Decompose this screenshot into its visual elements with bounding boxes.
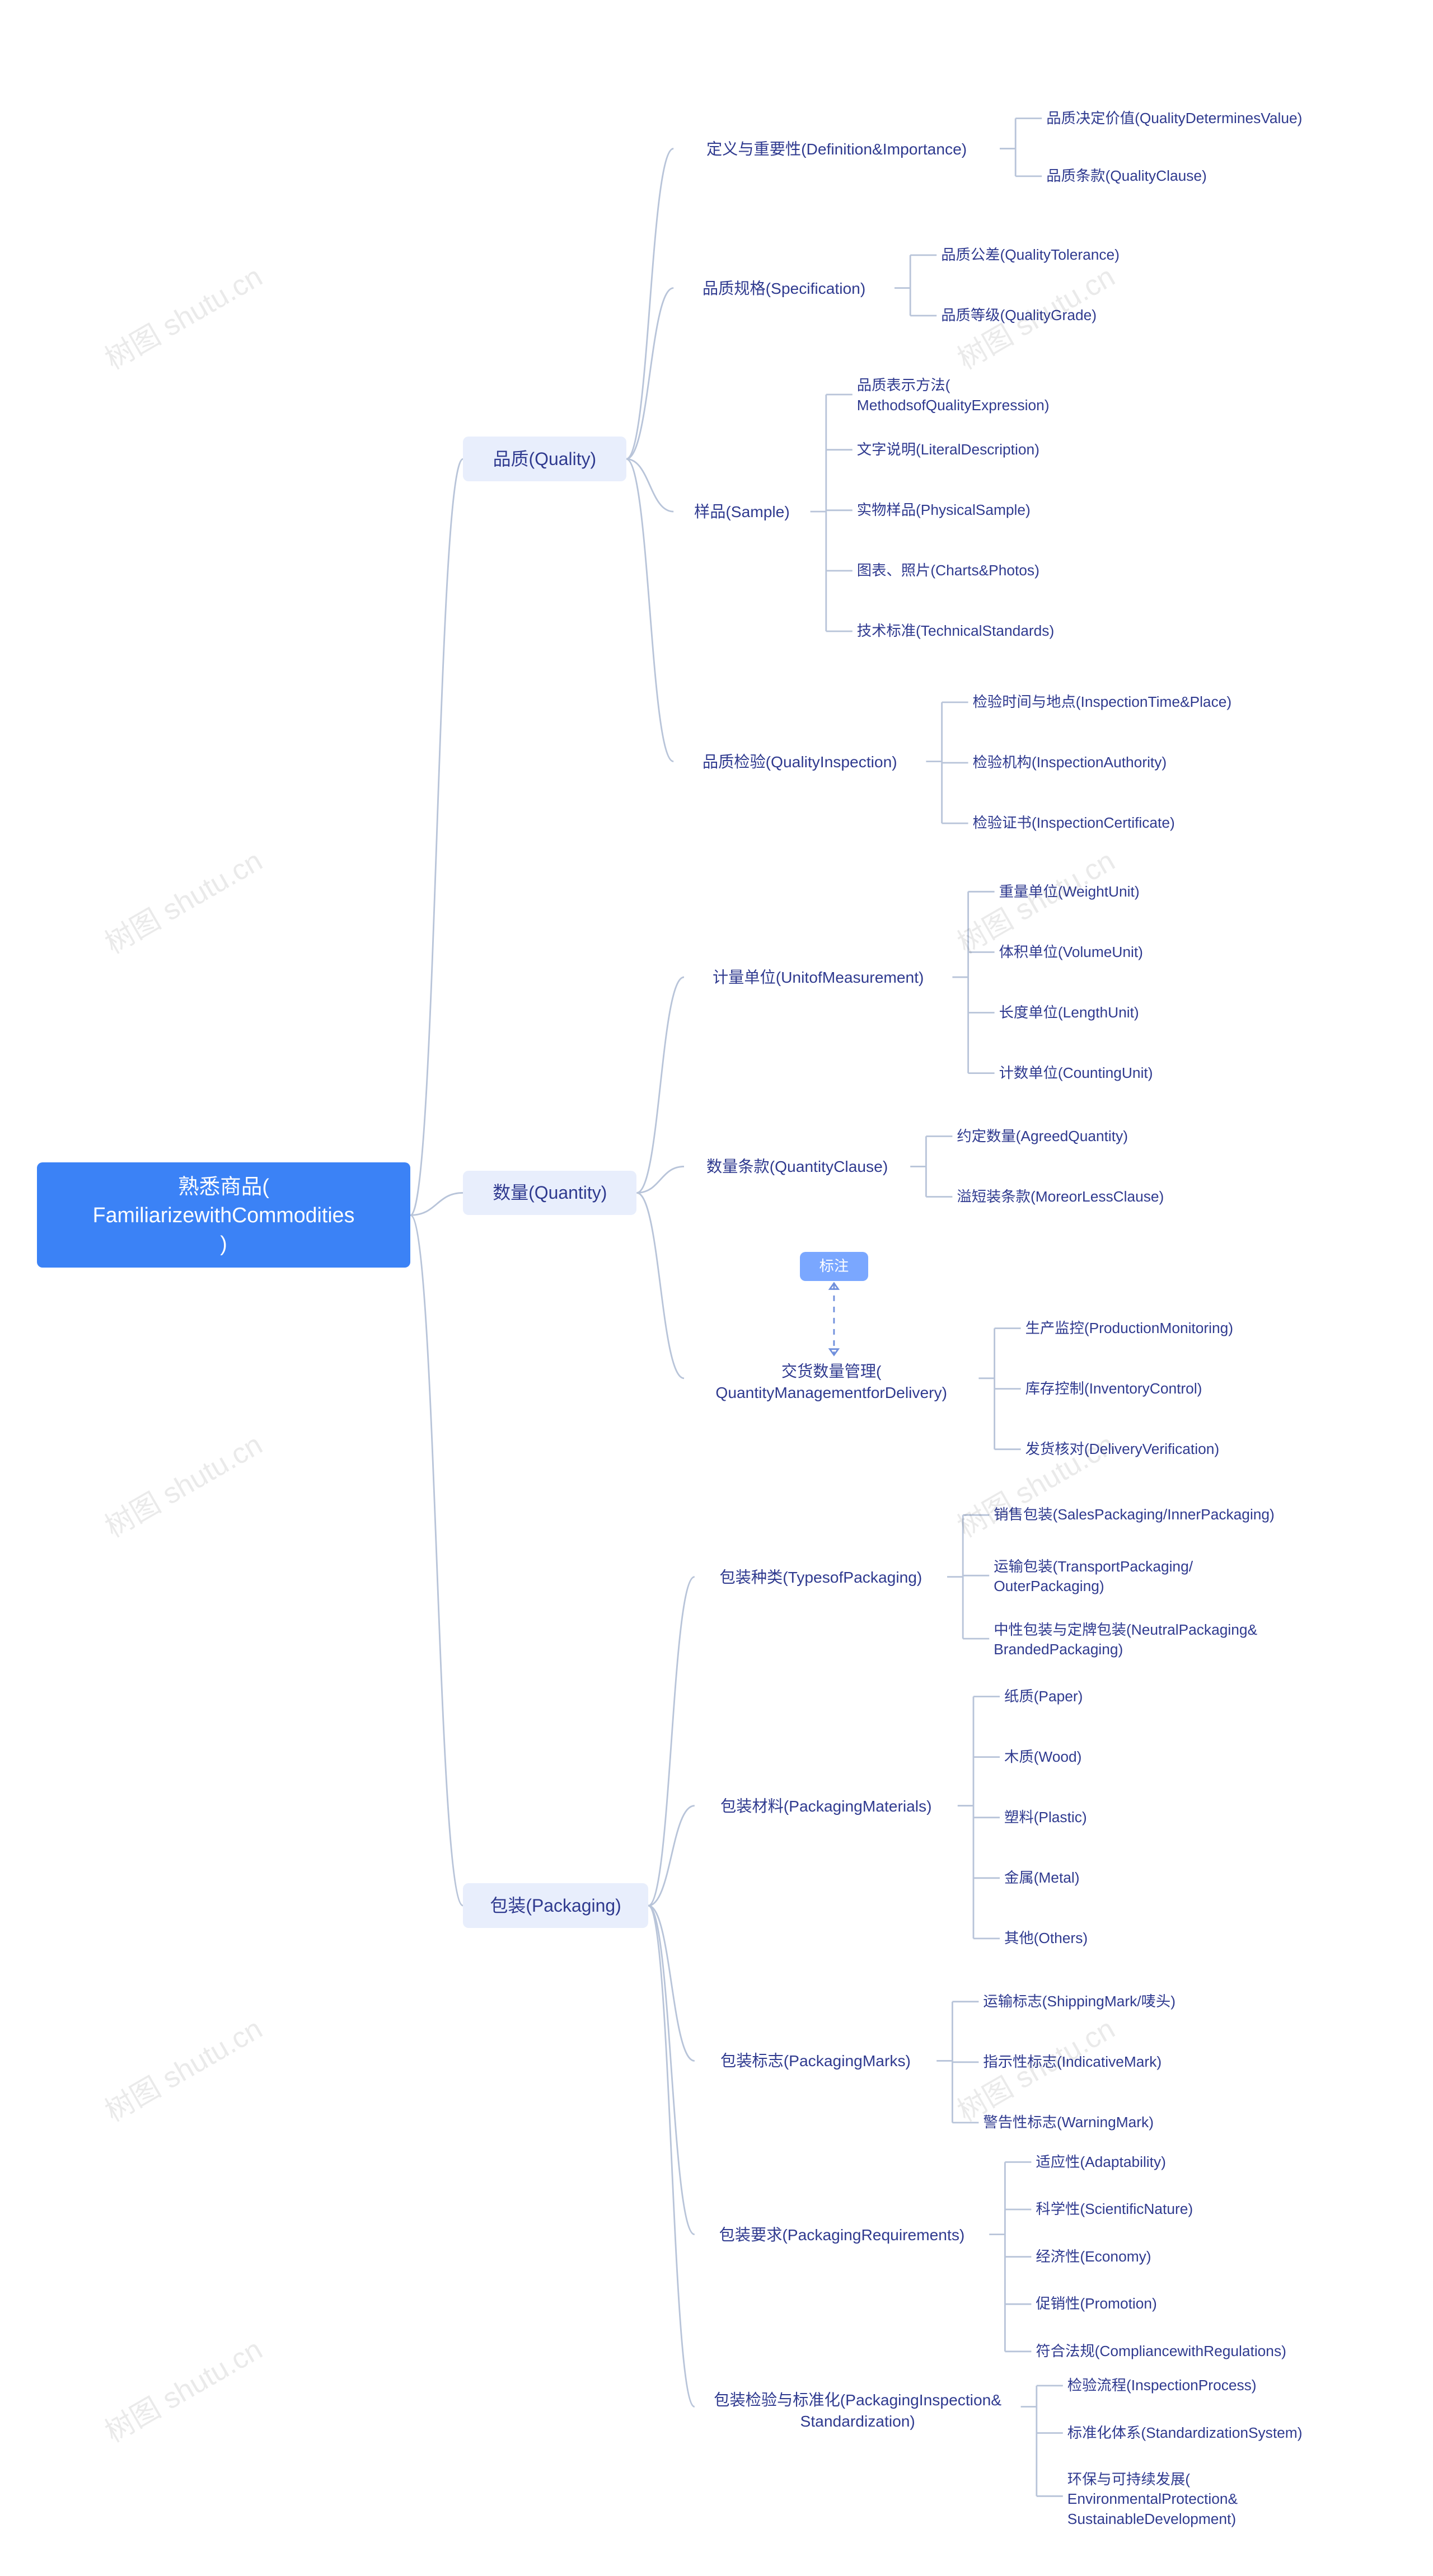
leaf-node[interactable]: 金属(Metal) (1000, 1865, 1126, 1891)
watermark: 树图 shutu.cn (96, 1421, 269, 1546)
leaf-node[interactable]: 促销性(Promotion) (1031, 2291, 1200, 2317)
watermark: 树图 shutu.cn (96, 254, 269, 378)
sub-node-n-clause[interactable]: 数量条款(QuantityClause) (684, 1152, 910, 1181)
leaf-node[interactable]: 其他(Others) (1000, 1925, 1131, 1951)
leaf-node[interactable]: 指示性标志(IndicativeMark) (978, 2049, 1210, 2075)
leaf-node[interactable]: 品质决定价值(QualityDeterminesValue) (1042, 105, 1336, 132)
sub-node-p-insp[interactable]: 包装检验与标准化(PackagingInspection& Standardiz… (695, 2386, 1021, 2435)
leaf-node[interactable]: 库存控制(InventoryControl) (1021, 1376, 1247, 1402)
watermark: 树图 shutu.cn (96, 2326, 269, 2451)
leaf-node[interactable]: 经济性(Economy) (1031, 2244, 1189, 2270)
sub-node-p-mat[interactable]: 包装材料(PackagingMaterials) (695, 1791, 958, 1820)
leaf-node[interactable]: 品质条款(QualityClause) (1042, 163, 1252, 189)
leaf-node[interactable]: 生产监控(ProductionMonitoring) (1021, 1315, 1273, 1341)
leaf-node[interactable]: 检验证书(InspectionCertificate) (968, 810, 1221, 837)
root-node[interactable]: 熟悉商品( FamiliarizewithCommodities ) (37, 1162, 410, 1268)
leaf-node[interactable]: 符合法规(CompliancewithRegulations) (1031, 2338, 1315, 2364)
leaf-node[interactable]: 木质(Wood) (1000, 1744, 1126, 1770)
leaf-node[interactable]: 销售包装(SalesPackaging/InnerPackaging) (989, 1502, 1305, 1528)
sub-node-p-req[interactable]: 包装要求(PackagingRequirements) (695, 2220, 989, 2249)
leaf-node[interactable]: 检验流程(InspectionProcess) (1063, 2372, 1300, 2399)
leaf-node[interactable]: 长度单位(LengthUnit) (995, 1000, 1184, 1026)
leaf-node[interactable]: 环保与可持续发展( EnvironmentalProtection& Susta… (1063, 2467, 1305, 2532)
leaf-node[interactable]: 科学性(ScientificNature) (1031, 2197, 1226, 2223)
sub-node-p-marks[interactable]: 包装标志(PackagingMarks) (695, 2047, 936, 2076)
sub-node-p-types[interactable]: 包装种类(TypesofPackaging) (695, 1563, 947, 1592)
annotation-node[interactable]: 标注 (800, 1252, 868, 1281)
leaf-node[interactable]: 塑料(Plastic) (1000, 1804, 1131, 1831)
branch-node-quality[interactable]: 品质(Quality) (463, 437, 626, 481)
leaf-node[interactable]: 纸质(Paper) (1000, 1683, 1126, 1710)
leaf-node[interactable]: 检验时间与地点(InspectionTime&Place) (968, 689, 1263, 715)
leaf-node[interactable]: 品质表示方法( MethodsofQualityExpression) (853, 373, 1116, 417)
leaf-node[interactable]: 溢短装条款(MoreorLessClause) (952, 1184, 1200, 1210)
sub-node-q-insp[interactable]: 品质检验(QualityInspection) (673, 747, 926, 776)
leaf-node[interactable]: 中性包装与定牌包装(NeutralPackaging& BrandedPacka… (989, 1618, 1294, 1662)
leaf-node[interactable]: 重量单位(WeightUnit) (995, 879, 1184, 905)
leaf-node[interactable]: 文字说明(LiteralDescription) (853, 437, 1084, 463)
leaf-node[interactable]: 检验机构(InspectionAuthority) (968, 750, 1210, 776)
sub-node-q-sample[interactable]: 样品(Sample) (673, 497, 810, 526)
sub-node-n-unit[interactable]: 计量单位(UnitofMeasurement) (684, 963, 952, 992)
leaf-node[interactable]: 实物样品(PhysicalSample) (853, 497, 1074, 523)
leaf-node[interactable]: 图表、照片(Charts&Photos) (853, 557, 1084, 584)
leaf-node[interactable]: 品质公差(QualityTolerance) (936, 242, 1168, 268)
leaf-node[interactable]: 发货核对(DeliveryVerification) (1021, 1436, 1263, 1462)
leaf-node[interactable]: 体积单位(VolumeUnit) (995, 939, 1190, 965)
leaf-node[interactable]: 运输包装(TransportPackaging/ OuterPackaging) (989, 1555, 1252, 1599)
leaf-node[interactable]: 警告性标志(WarningMark) (978, 2109, 1200, 2136)
leaf-node[interactable]: 品质等级(QualityGrade) (936, 303, 1147, 329)
leaf-node[interactable]: 约定数量(AgreedQuantity) (952, 1123, 1173, 1149)
watermark: 树图 shutu.cn (96, 838, 269, 962)
watermark: 树图 shutu.cn (96, 2005, 269, 2129)
leaf-node[interactable]: 计数单位(CountingUnit) (995, 1060, 1195, 1086)
branch-node-packaging[interactable]: 包装(Packaging) (463, 1883, 648, 1928)
leaf-node[interactable]: 适应性(Adaptability) (1031, 2149, 1205, 2175)
mindmap-canvas: 熟悉商品( FamiliarizewithCommodities ) 品质(Qua… (0, 0, 1433, 2576)
sub-node-q-spec[interactable]: 品质规格(Specification) (673, 274, 895, 303)
connectors-svg (0, 0, 1433, 2576)
branch-node-quantity[interactable]: 数量(Quantity) (463, 1171, 636, 1216)
leaf-node[interactable]: 运输标志(ShippingMark/唛头) (978, 1988, 1220, 2015)
leaf-node[interactable]: 技术标准(TechnicalStandards) (853, 618, 1094, 645)
leaf-node[interactable]: 标准化体系(StandardizationSystem) (1063, 2420, 1337, 2446)
sub-node-n-delivery[interactable]: 交货数量管理( QuantityManagementforDelivery) (684, 1357, 978, 1406)
sub-node-q-def[interactable]: 定义与重要性(Definition&Importance) (673, 134, 1000, 163)
